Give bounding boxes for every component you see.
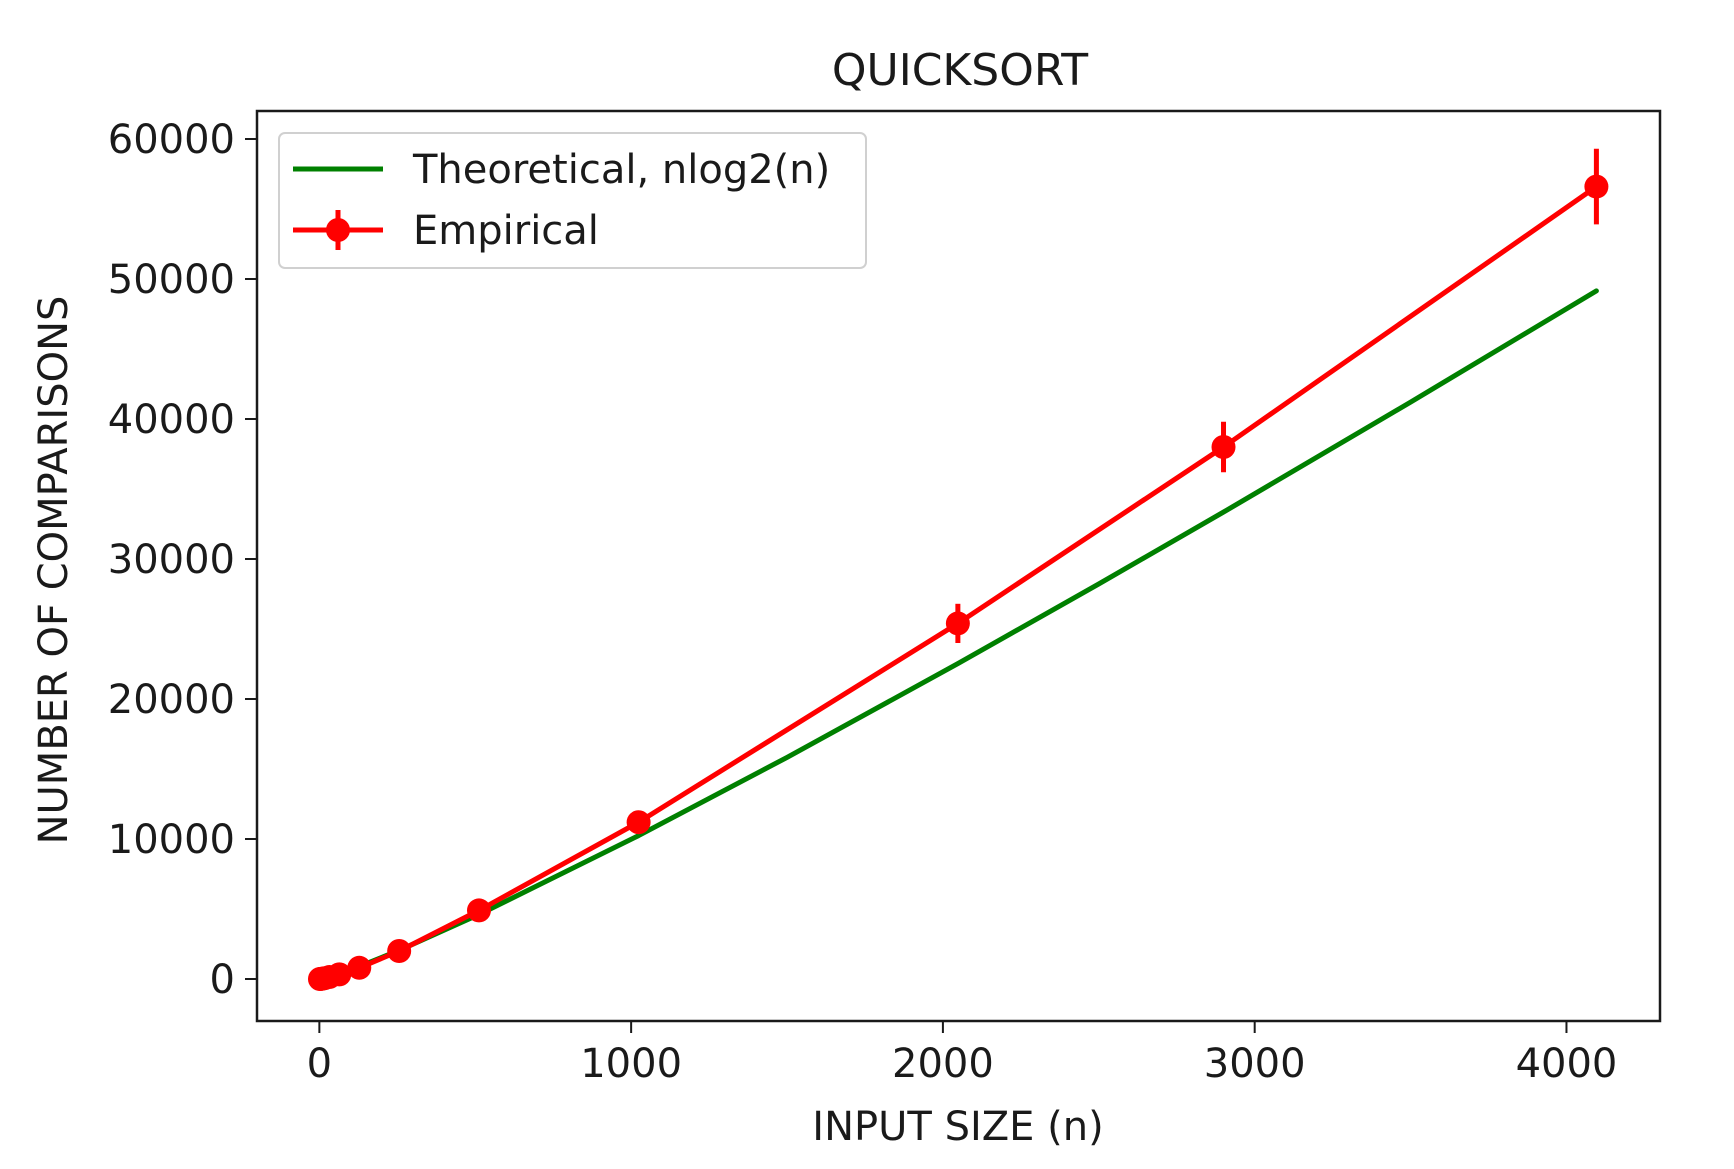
chart-title: QUICKSORT xyxy=(832,45,1088,96)
x-tick-label: 1000 xyxy=(580,1041,682,1087)
y-tick-label: 0 xyxy=(210,957,235,1003)
y-axis-label: NUMBER OF COMPARISONS xyxy=(31,296,77,845)
legend-label: Empirical xyxy=(413,208,599,254)
legend-box xyxy=(278,132,867,269)
data-point xyxy=(1584,174,1609,199)
y-tick-label: 60000 xyxy=(108,117,235,163)
axes: 0 1000 2000 3000 400001000020000300004000050… xyxy=(108,109,1662,1087)
x-tick-label: 2000 xyxy=(892,1041,994,1087)
y-tick-label: 20000 xyxy=(108,677,235,723)
series-layer xyxy=(307,148,1609,991)
x-tick-label: 4000 xyxy=(1516,1041,1618,1087)
y-tick-label: 30000 xyxy=(108,537,235,583)
legend: Theoretical, nlog2(n) Empirical xyxy=(278,132,867,269)
data-point xyxy=(466,898,491,923)
data-point xyxy=(626,810,651,835)
y-tick-label: 40000 xyxy=(108,397,235,443)
x-tick-label: 0 xyxy=(307,1041,332,1087)
data-point xyxy=(347,955,372,980)
data-point xyxy=(945,611,970,636)
legend-label: Theoretical, nlog2(n) xyxy=(412,147,830,193)
x-tick-label: 3000 xyxy=(1204,1041,1306,1087)
legend-swatch-marker xyxy=(326,218,350,242)
data-point xyxy=(327,962,352,987)
y-tick-label: 10000 xyxy=(108,817,235,863)
x-axis-label: INPUT SIZE (n) xyxy=(812,1104,1103,1150)
data-point xyxy=(1211,435,1236,459)
data-point xyxy=(387,939,412,963)
y-tick-label: 50000 xyxy=(108,257,235,303)
plot-frame xyxy=(255,109,1662,1023)
